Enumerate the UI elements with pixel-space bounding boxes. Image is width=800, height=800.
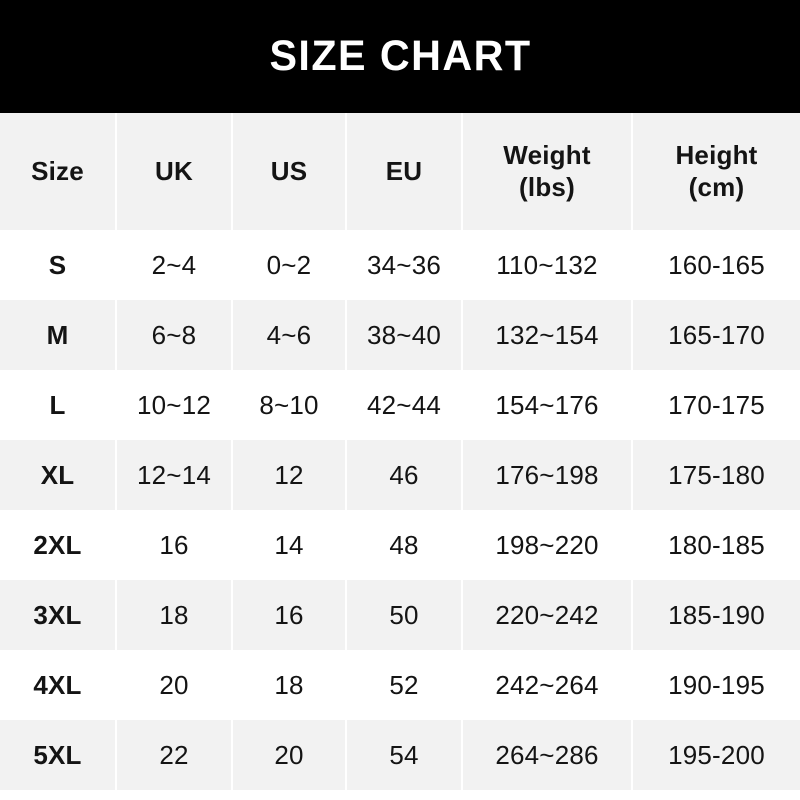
cell-size: L [0,370,117,440]
table-row: S 2~4 0~2 34~36 110~132 160-165 [0,230,800,300]
cell-size: M [0,300,117,370]
table-body: S 2~4 0~2 34~36 110~132 160-165 M 6~8 4~… [0,230,800,790]
cell-eu: 42~44 [346,370,463,440]
table-header: Size UK US EU Weight (lbs) Height (cm) [0,113,800,230]
cell-eu: 38~40 [346,300,463,370]
cell-uk: 10~12 [116,370,233,440]
title-banner: SIZE CHART [0,0,800,113]
column-header-uk: UK [116,113,233,230]
cell-us: 12 [232,440,347,510]
cell-height: 165-170 [632,300,800,370]
column-header-size: Size [0,113,117,230]
table-row: 4XL 20 18 52 242~264 190-195 [0,650,800,720]
cell-weight: 132~154 [462,300,633,370]
cell-weight: 154~176 [462,370,633,440]
table-header-row: Size UK US EU Weight (lbs) Height (cm) [0,113,800,230]
cell-uk: 12~14 [116,440,233,510]
cell-size: 4XL [0,650,117,720]
cell-weight: 264~286 [462,720,633,790]
table-row: XL 12~14 12 46 176~198 175-180 [0,440,800,510]
table-row: 2XL 16 14 48 198~220 180-185 [0,510,800,580]
cell-us: 16 [232,580,347,650]
column-header-eu-label: EU [385,155,423,186]
cell-us: 18 [232,650,347,720]
column-header-us-label: US [270,155,308,186]
cell-height: 190-195 [632,650,800,720]
column-header-height-label: Height [675,139,758,170]
cell-weight: 220~242 [462,580,633,650]
cell-uk: 20 [116,650,233,720]
cell-us: 8~10 [232,370,347,440]
cell-height: 175-180 [632,440,800,510]
column-header-height: Height (cm) [632,113,800,230]
column-header-size-label: Size [31,155,84,186]
column-header-height-unit: (cm) [688,171,745,202]
cell-weight: 176~198 [462,440,633,510]
cell-height: 195-200 [632,720,800,790]
cell-weight: 110~132 [462,230,633,300]
column-header-weight-label: Weight [503,139,591,170]
cell-height: 185-190 [632,580,800,650]
cell-size: XL [0,440,117,510]
cell-us: 14 [232,510,347,580]
cell-height: 170-175 [632,370,800,440]
bottom-spacer [0,790,800,800]
cell-size: 2XL [0,510,117,580]
cell-us: 4~6 [232,300,347,370]
cell-uk: 22 [116,720,233,790]
table-row: 5XL 22 20 54 264~286 195-200 [0,720,800,790]
cell-size: S [0,230,117,300]
page-title: SIZE CHART [268,32,532,80]
cell-weight: 242~264 [462,650,633,720]
cell-height: 180-185 [632,510,800,580]
column-header-weight: Weight (lbs) [462,113,633,230]
size-chart-table: Size UK US EU Weight (lbs) Height (cm) [0,113,800,790]
cell-weight: 198~220 [462,510,633,580]
cell-size: 5XL [0,720,117,790]
cell-us: 20 [232,720,347,790]
column-header-us: US [232,113,347,230]
cell-size: 3XL [0,580,117,650]
cell-height: 160-165 [632,230,800,300]
cell-eu: 46 [346,440,463,510]
column-header-weight-unit: (lbs) [519,171,575,202]
cell-uk: 2~4 [116,230,233,300]
table-row: M 6~8 4~6 38~40 132~154 165-170 [0,300,800,370]
cell-uk: 16 [116,510,233,580]
cell-eu: 54 [346,720,463,790]
cell-uk: 18 [116,580,233,650]
cell-eu: 34~36 [346,230,463,300]
column-header-uk-label: UK [155,155,193,186]
cell-eu: 52 [346,650,463,720]
cell-eu: 48 [346,510,463,580]
cell-eu: 50 [346,580,463,650]
column-header-eu: EU [346,113,463,230]
table-row: 3XL 18 16 50 220~242 185-190 [0,580,800,650]
table-row: L 10~12 8~10 42~44 154~176 170-175 [0,370,800,440]
cell-us: 0~2 [232,230,347,300]
cell-uk: 6~8 [116,300,233,370]
